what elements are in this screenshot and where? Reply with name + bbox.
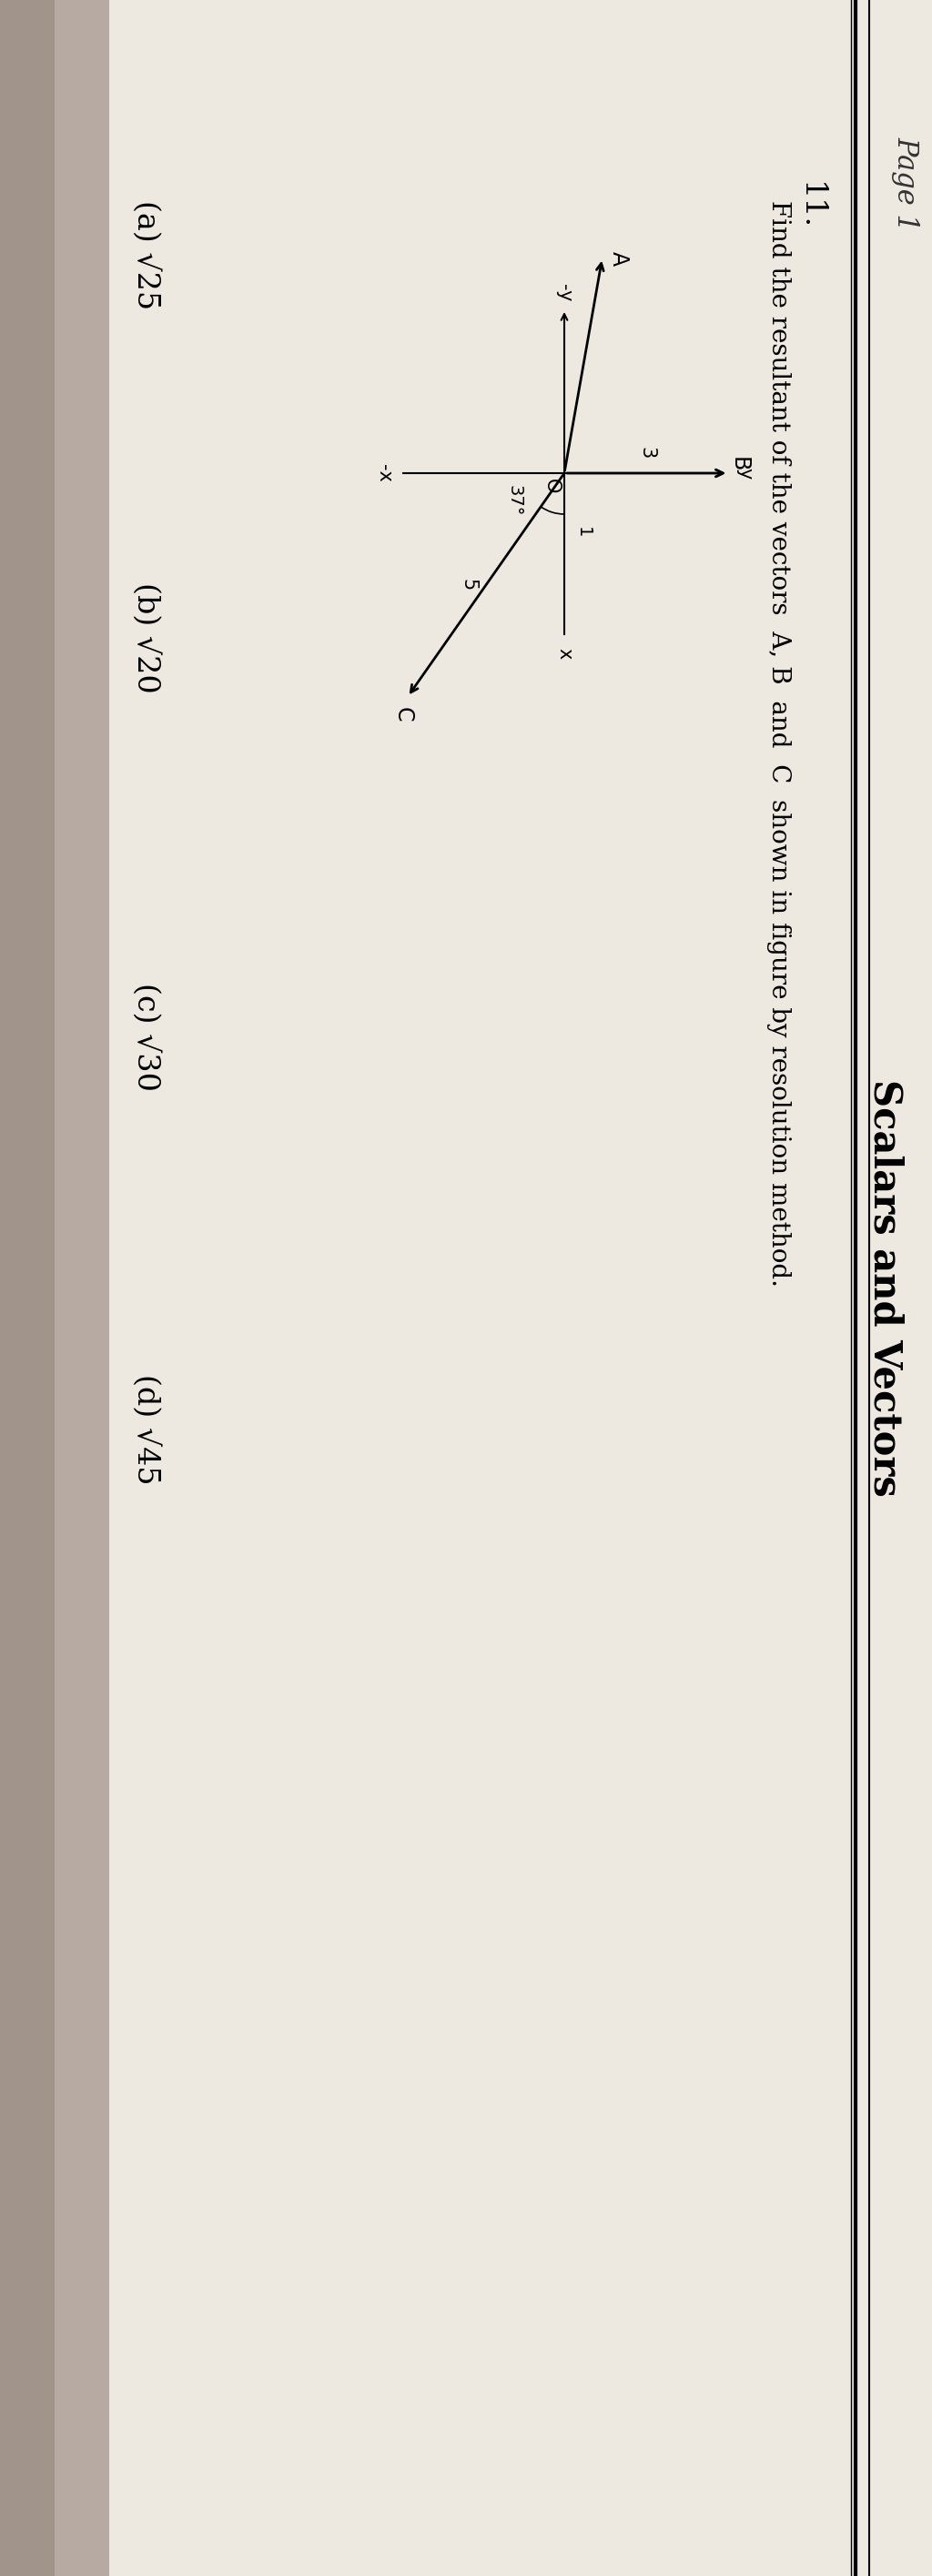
Text: (d) √45: (d) √45 <box>131 1373 160 1484</box>
Bar <box>0 0 55 2576</box>
Text: Page 1: Page 1 <box>892 137 920 232</box>
Text: B: B <box>728 456 750 471</box>
Text: A: A <box>608 250 629 265</box>
Text: 3: 3 <box>637 448 655 459</box>
Text: -y: -y <box>555 283 573 301</box>
Bar <box>0 0 109 2576</box>
Text: (a) √25: (a) √25 <box>131 201 160 309</box>
Text: 1: 1 <box>574 526 591 538</box>
Text: 11.: 11. <box>796 183 825 229</box>
Text: (b) √20: (b) √20 <box>131 582 160 693</box>
Text: 37°: 37° <box>505 484 523 515</box>
Text: -x: -x <box>375 464 393 482</box>
Text: C: C <box>392 708 414 721</box>
Text: 5: 5 <box>459 580 477 590</box>
Text: Scalars and Vectors: Scalars and Vectors <box>866 1079 904 1497</box>
Text: y: y <box>735 466 754 479</box>
Text: (c) √30: (c) √30 <box>131 981 160 1092</box>
Text: Find the resultant of the vectors  A, B  and  C  shown in figure by resolution m: Find the resultant of the vectors A, B a… <box>766 201 790 1285</box>
Text: O: O <box>542 479 561 495</box>
Text: x: x <box>555 647 573 659</box>
